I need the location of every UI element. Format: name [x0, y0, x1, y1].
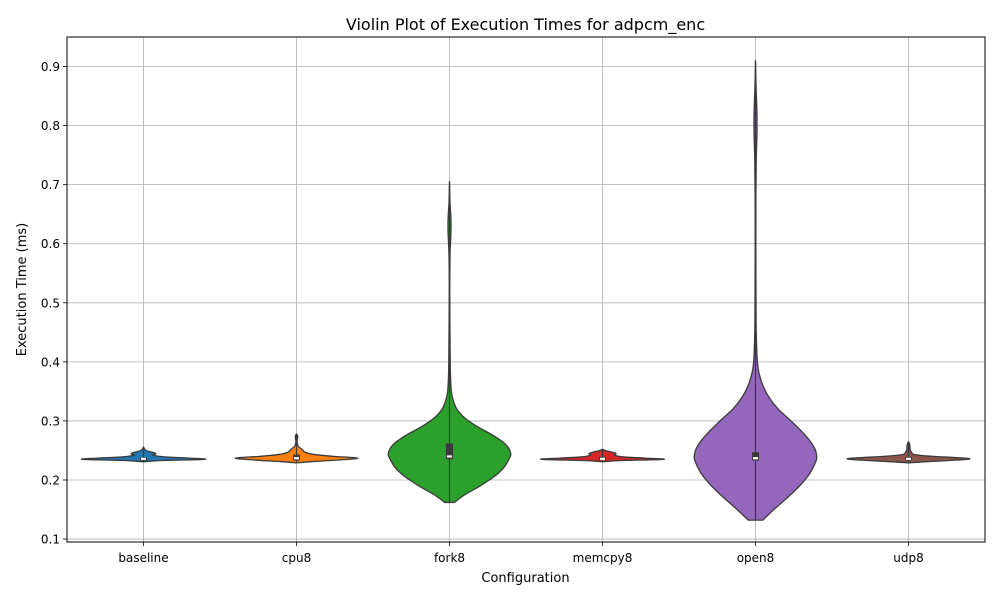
y-axis-label: Execution Time (ms) [15, 223, 30, 356]
y-tick-label: 0.1 [41, 533, 60, 547]
x-tick-label: udp8 [893, 551, 923, 565]
violin-median-fork8 [447, 455, 452, 458]
x-tick-label: memcpy8 [573, 551, 633, 565]
x-axis: baseline cpu8 fork8 memcpy8 open8 udp8 [118, 542, 924, 565]
plot-area-frame [66, 36, 986, 543]
violin-median-memcpy8 [600, 457, 605, 460]
x-tick-label: fork8 [434, 551, 465, 565]
violin-iqr-box-fork8 [446, 443, 453, 460]
y-axis: 0.1 0.2 0.3 0.4 0.5 0.6 0.7 0.8 0.9 [41, 60, 67, 547]
violin-median-baseline [141, 457, 146, 460]
y-tick-label: 0.6 [41, 237, 60, 251]
violin-median-udp8 [906, 457, 911, 460]
y-tick-label: 0.5 [41, 296, 60, 310]
x-tick-label: open8 [737, 551, 775, 565]
x-tick-label: baseline [118, 551, 168, 565]
y-tick-label: 0.4 [41, 355, 60, 369]
y-tick-label: 0.9 [41, 60, 60, 74]
y-tick-label: 0.3 [41, 414, 60, 428]
x-axis-label: Configuration [481, 571, 569, 586]
violin-iqr-box-open8 [752, 452, 759, 461]
x-tick-label: cpu8 [282, 551, 311, 565]
violin-median-cpu8 [294, 457, 299, 460]
y-tick-label: 0.8 [41, 119, 60, 133]
y-tick-label: 0.2 [41, 473, 60, 487]
chart-title: Violin Plot of Execution Times for adpcm… [346, 15, 705, 35]
violins [80, 59, 971, 521]
violin-median-open8 [753, 457, 758, 460]
y-tick-label: 0.7 [41, 178, 60, 192]
